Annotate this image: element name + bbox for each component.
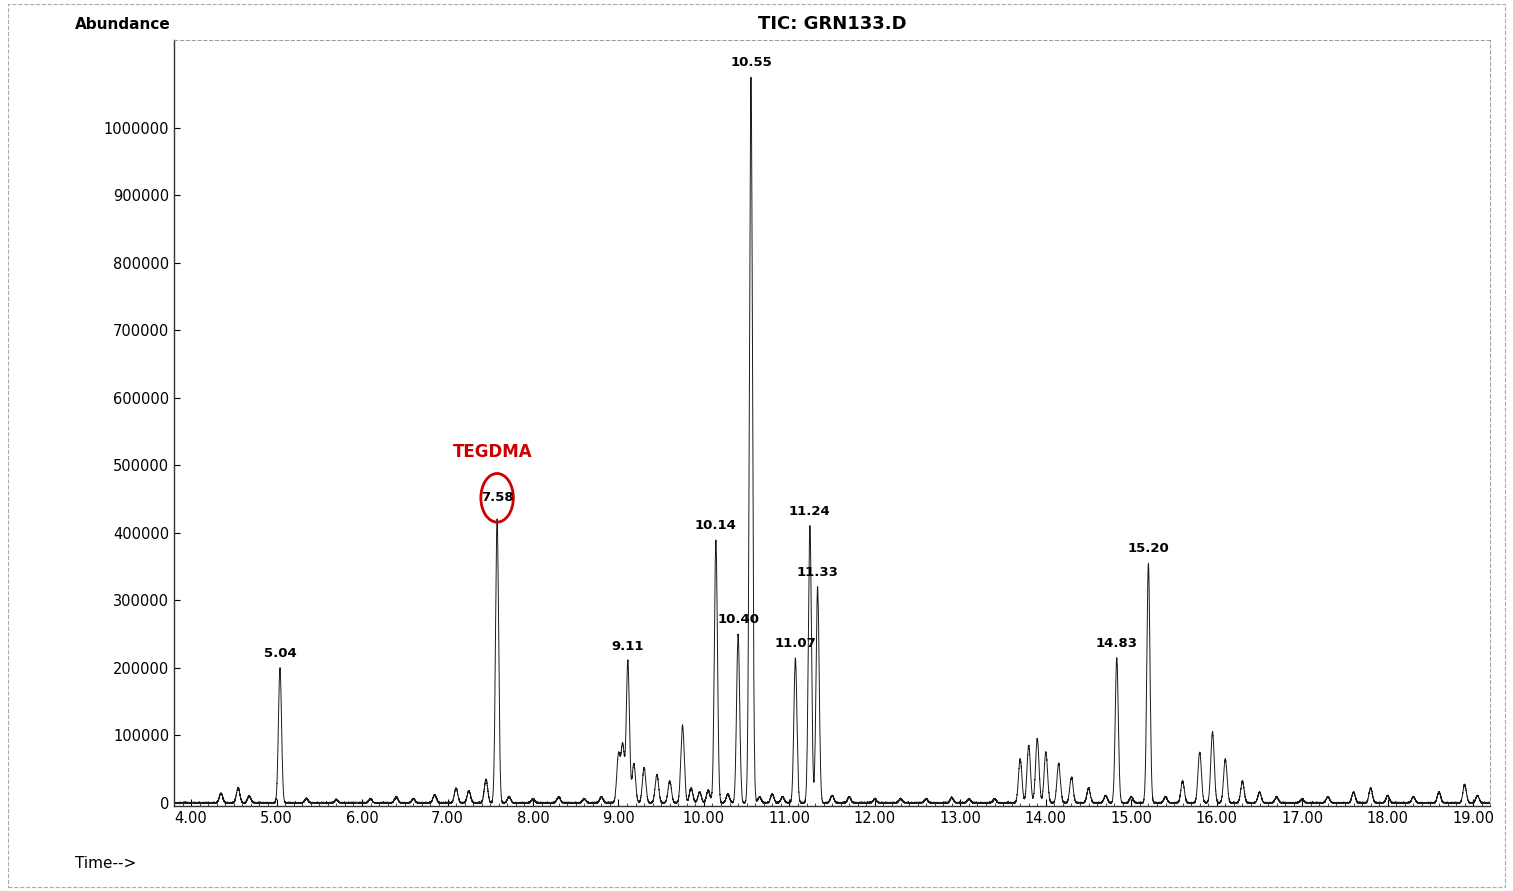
Text: 5.04: 5.04: [263, 647, 297, 660]
Text: 11.07: 11.07: [775, 637, 817, 650]
Text: 15.20: 15.20: [1127, 543, 1170, 555]
Title: TIC: GRN133.D: TIC: GRN133.D: [758, 15, 906, 33]
Text: 11.24: 11.24: [790, 505, 831, 518]
Text: Time-->: Time-->: [76, 856, 136, 871]
Text: 10.55: 10.55: [731, 56, 772, 69]
Text: TEGDMA: TEGDMA: [452, 443, 533, 461]
Text: 10.40: 10.40: [717, 613, 760, 626]
Text: Abundance: Abundance: [76, 18, 171, 32]
Text: 11.33: 11.33: [797, 566, 838, 579]
Text: 10.14: 10.14: [694, 519, 737, 532]
Text: 7.58: 7.58: [481, 491, 513, 504]
Text: 14.83: 14.83: [1095, 637, 1138, 650]
Text: 9.11: 9.11: [611, 640, 645, 653]
